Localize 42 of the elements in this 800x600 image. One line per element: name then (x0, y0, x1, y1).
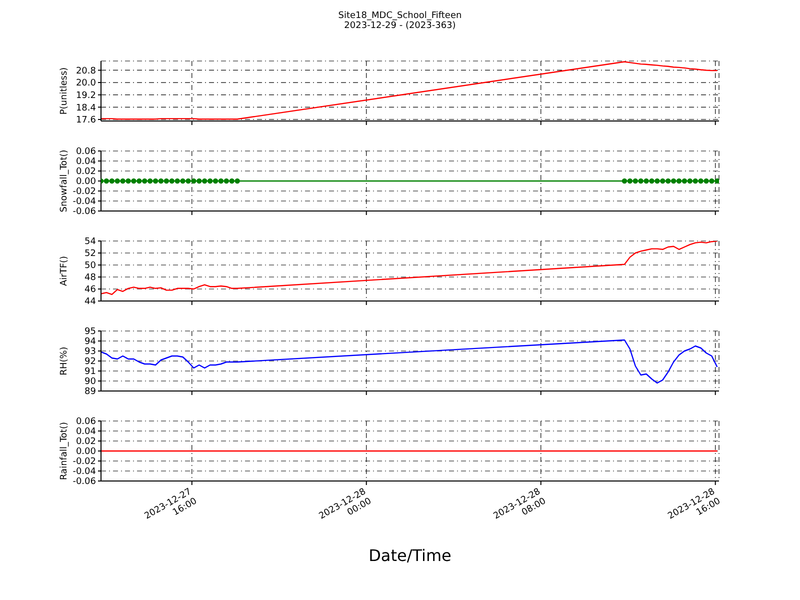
y-tick-label: 92 (84, 357, 96, 368)
y-tick-label: 48 (84, 273, 96, 284)
y-tick-label: -0.04 (72, 467, 96, 478)
y-tick-label: 91 (84, 367, 96, 378)
y-tick-label: 50 (84, 261, 96, 272)
y-axis-title: Rainfall_Tot() (60, 422, 70, 480)
y-tick-label: 20.8 (76, 66, 96, 76)
y-tick-label: 95 (84, 327, 96, 338)
line-series (101, 339, 718, 384)
y-axis-title: RH(%) (60, 346, 70, 376)
y-tick-label: 90 (84, 377, 96, 388)
y-tick-label: 0.04 (76, 157, 96, 168)
y-axis-title: AirTF() (60, 256, 70, 286)
y-tick-label: 89 (84, 387, 96, 398)
y-tick-label: 44 (84, 297, 96, 308)
y-tick-label: 0.06 (76, 417, 96, 428)
chart-subtitle: 2023-12-29 - (2023-363) (343, 21, 457, 31)
y-tick-label: 54 (84, 237, 96, 248)
y-tick-label: -0.06 (72, 477, 96, 488)
y-tick-label: 0.04 (76, 427, 96, 438)
y-tick-label: 0.02 (76, 167, 96, 178)
y-tick-label: -0.02 (72, 457, 96, 468)
y-tick-label: 93 (84, 347, 96, 358)
y-axis-title: Snowfall_Tot() (60, 150, 70, 212)
y-tick-label: 46 (84, 285, 96, 296)
y-tick-label: -0.04 (72, 197, 96, 208)
y-tick-label: 52 (84, 249, 96, 260)
y-tick-label: 18.4 (76, 103, 96, 114)
y-axis-title: P(unitless) (60, 67, 70, 115)
y-tick-label: 0.06 (76, 147, 96, 158)
y-tick-label: -0.06 (72, 207, 96, 218)
y-tick-label: 0.00 (76, 177, 96, 188)
y-tick-label: 0.02 (76, 437, 96, 448)
y-tick-label: 19.2 (76, 91, 96, 102)
line-series (101, 61, 718, 120)
chart-title: Site18_MDC_School_Fifteen (337, 11, 463, 21)
x-axis-title: Date/Time (368, 546, 452, 565)
y-tick-label: 17.6 (76, 116, 96, 126)
y-tick-label: 0.00 (76, 447, 96, 458)
y-tick-label: 94 (84, 337, 96, 348)
y-tick-label: -0.02 (72, 187, 96, 198)
y-tick-label: 20.0 (76, 78, 96, 89)
